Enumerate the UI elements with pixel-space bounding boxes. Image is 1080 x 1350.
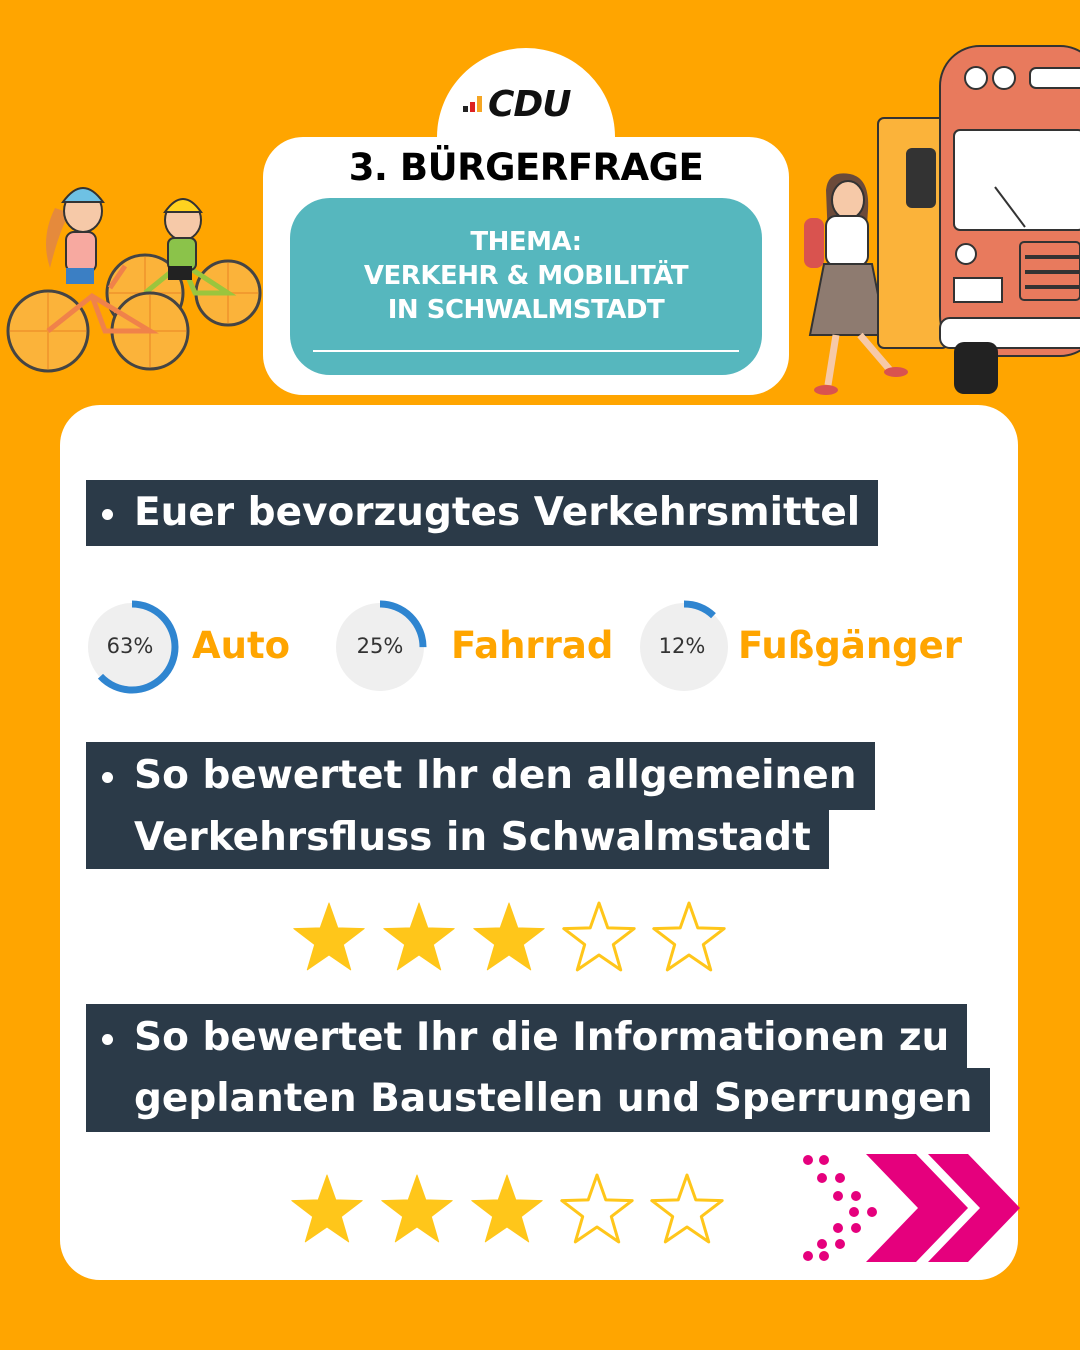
bullet-icon [102,772,113,783]
star-empty-icon [652,901,726,972]
donut-label-auto: 63% [106,634,154,658]
star-filled-icon [293,902,365,971]
star-filled-icon [291,1174,363,1243]
donut-label-fahrrad: 25% [356,634,404,658]
cdu-logo: CDU [463,82,593,126]
question-1-bar: Euer bevorzugtes Verkehrsmittel [86,480,879,546]
page-title: 3. BÜRGERFRAGE [348,146,704,189]
question-1-text: Euer bevorzugtes Verkehrsmittel [134,490,861,535]
star-filled-icon [383,902,455,971]
logo-bars-icon [463,96,482,112]
bus-illustration [877,45,1080,394]
bullet-icon [102,509,113,520]
donut-chart-fahrrad [333,600,427,694]
pedestrian-illustration [804,173,908,395]
star-filled-icon [381,1174,453,1243]
star-filled-icon [471,1174,543,1243]
rating-stars-verkehrsfluss [290,900,730,980]
question-3-bar-line-2: geplanten Baustellen und Sperrungen [86,1068,991,1132]
donut-chart-auto [85,600,179,694]
star-empty-icon [650,1173,724,1244]
thema-divider [313,350,739,352]
mode-label-fussgaenger: Fußgänger [738,624,963,667]
question-2-text-line-2: Verkehrsfluss in Schwalmstadt [134,815,811,860]
donut-track [336,603,424,691]
question-2-bar-line-1: So bewertet Ihr den allgemeinen [86,742,875,810]
cyclists-illustration [6,187,262,373]
star-empty-icon [560,1173,634,1244]
thema-box [290,198,762,375]
thema-line-3: IN SCHWALMSTADT [387,295,665,325]
question-3-text-line-2: geplanten Baustellen und Sperrungen [134,1076,973,1121]
mode-label-fahrrad: Fahrrad [451,624,614,667]
chevron-right-icon [803,1154,1020,1262]
donut-arc [637,600,731,694]
mode-label-auto: Auto [192,624,291,667]
logo-text: CDU [488,83,572,125]
question-2-bar-line-2: Verkehrsfluss in Schwalmstadt [86,808,829,869]
star-empty-icon [562,901,636,972]
question-2-text-line-1: So bewertet Ihr den allgemeinen [134,753,857,798]
donut-track [88,603,176,691]
donut-track [640,603,728,691]
question-3-text-line-1: So bewertet Ihr die Informationen zu [134,1015,950,1060]
thema-text: THEMA: VERKEHR & MOBILITÄT IN SCHWALMSTA… [290,225,762,327]
star-filled-icon [473,902,545,971]
question-3-bar-line-1: So bewertet Ihr die Informationen zu [86,1004,968,1071]
donut-arc [85,600,179,694]
donut-arc [333,600,427,694]
donut-chart-fussgaenger [637,600,731,694]
donut-label-fussgaenger: 12% [658,634,706,658]
thema-line-1: THEMA: [470,227,582,257]
rating-stars-baustellen [288,1172,728,1252]
bullet-icon [102,1034,113,1045]
thema-line-2: VERKEHR & MOBILITÄT [363,261,689,291]
